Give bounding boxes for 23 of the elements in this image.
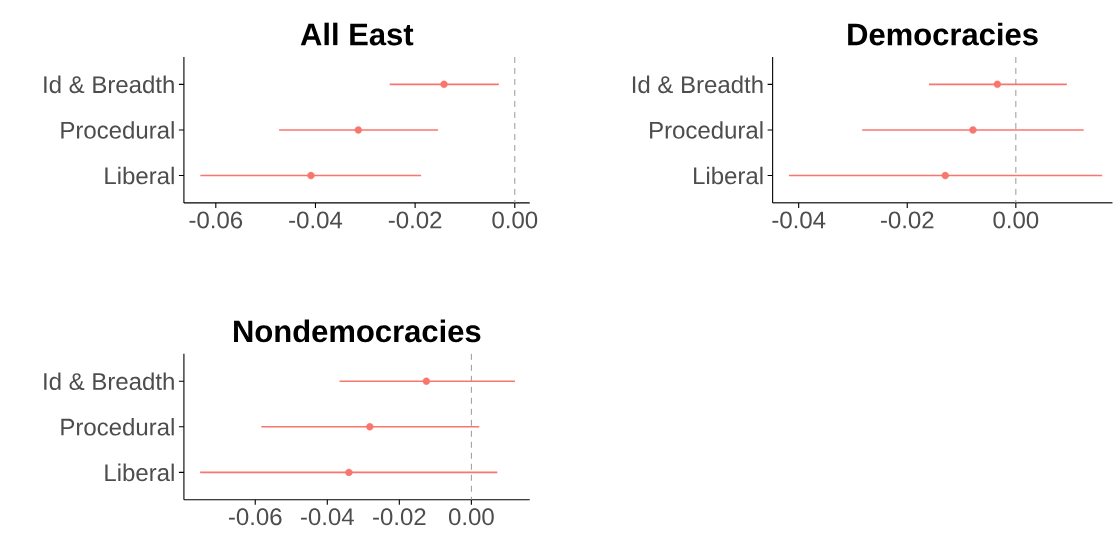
y-tick-label: Id & Breadth [44, 75, 174, 94]
x-tick-label: -0.02 [388, 211, 442, 229]
x-tick-label: -0.04 [289, 211, 343, 229]
x-tick-label: -0.02 [373, 508, 426, 526]
x-tick-label: -0.04 [301, 508, 354, 526]
y-tick-label: Liberal [105, 463, 174, 482]
chart-title: Democracies [848, 22, 1038, 46]
x-tick-label: 0.00 [993, 211, 1039, 229]
y-tick-label: Procedural [650, 121, 763, 139]
y-tick-label: Id & Breadth [44, 372, 174, 391]
y-tick-label: Liberal [105, 166, 174, 185]
x-tick-label: -0.04 [772, 211, 826, 229]
y-tick-label: Procedural [61, 418, 174, 436]
x-tick-label: -0.06 [228, 508, 282, 526]
y-tick-label: Procedural [61, 121, 174, 139]
x-tick-label: -0.06 [189, 211, 243, 229]
y-tick-label: Id & Breadth [632, 75, 763, 94]
y-tick-label: Liberal [694, 166, 763, 185]
chart-title: Nondemocracies [234, 319, 481, 343]
chart-title: All East [300, 22, 414, 46]
x-tick-label: 0.00 [448, 508, 494, 526]
x-tick-label: -0.02 [880, 211, 934, 229]
x-tick-label: 0.00 [492, 211, 538, 229]
